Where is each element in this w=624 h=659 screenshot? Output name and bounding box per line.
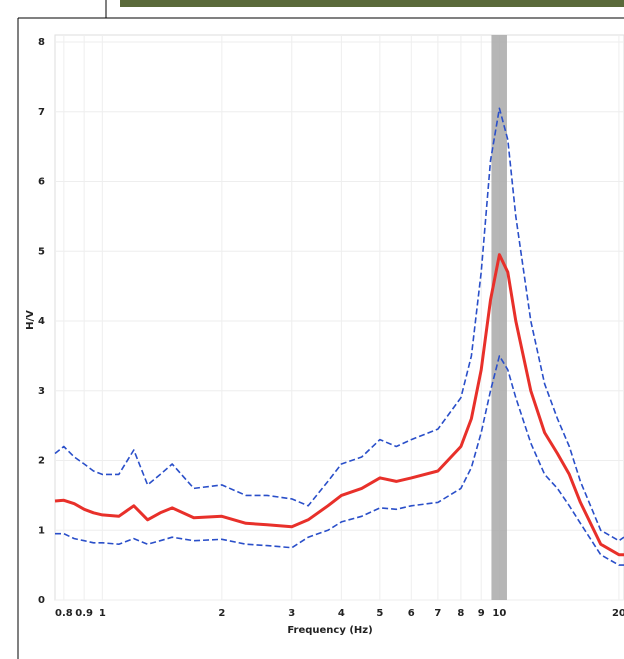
x-tick-label: 0.8 (55, 608, 73, 619)
y-tick-label: 1 (38, 525, 45, 536)
x-tick-label: 10 (492, 608, 506, 619)
y-tick-label: 7 (38, 107, 45, 118)
y-axis-title: H/V (25, 310, 36, 330)
series-line (54, 107, 624, 542)
y-tick-label: 2 (38, 456, 45, 467)
x-tick-label: 2 (218, 608, 225, 619)
x-tick-label: 20 (612, 608, 624, 619)
plot-area (54, 34, 624, 601)
series-line (54, 253, 624, 557)
x-tick-label: 9 (478, 608, 485, 619)
x-tick-label: 7 (434, 608, 441, 619)
y-tick-label: 8 (38, 37, 45, 48)
x-tick-label: 4 (338, 608, 345, 619)
x-tick-label: 0.9 (75, 608, 93, 619)
x-tick-label: 6 (408, 608, 415, 619)
x-tick-label: 5 (376, 608, 383, 619)
x-tick-label: 1 (99, 608, 106, 619)
cropped-image-strip (120, 0, 624, 7)
x-tick-label: 8 (457, 608, 464, 619)
x-tick-label: 3 (288, 608, 295, 619)
y-tick-label: 5 (38, 246, 45, 257)
series-line (55, 355, 624, 566)
y-tick-label: 0 (38, 595, 45, 606)
y-tick-label: 4 (38, 316, 45, 327)
y-tick-label: 6 (38, 177, 45, 188)
peak-band (491, 35, 507, 600)
y-tick-label: 3 (38, 386, 45, 397)
x-axis-title: Frequency (Hz) (287, 625, 372, 636)
